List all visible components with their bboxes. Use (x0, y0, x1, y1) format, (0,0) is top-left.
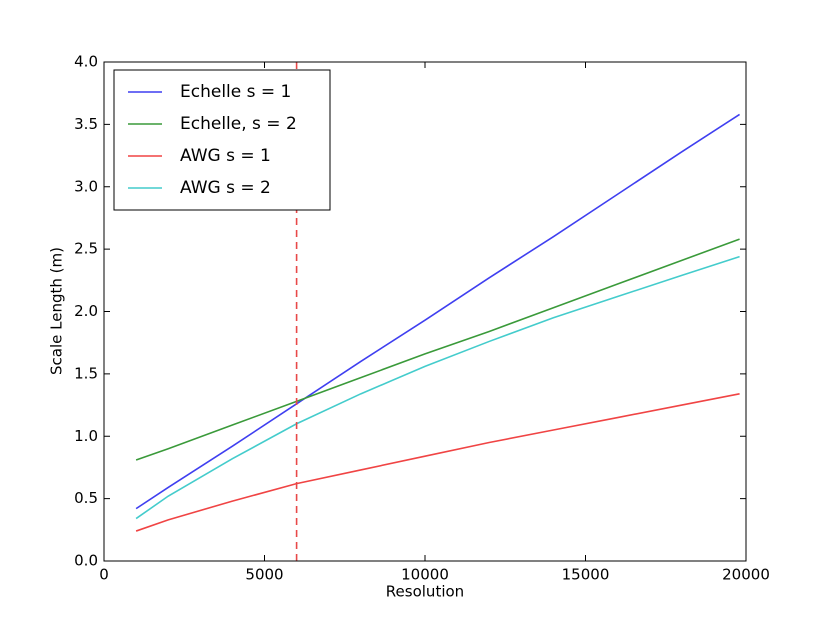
x-tick-label: 0 (99, 566, 109, 584)
x-tick-label: 20000 (722, 566, 770, 584)
y-tick-label: 0.0 (74, 552, 98, 570)
legend-label: AWG s = 1 (180, 146, 271, 166)
x-axis-label: Resolution (386, 583, 464, 601)
y-tick-label: 3.5 (74, 115, 98, 133)
y-tick-label: 3.0 (74, 177, 98, 195)
x-tick-label: 15000 (562, 566, 610, 584)
y-tick-label: 1.0 (74, 427, 98, 445)
y-tick-label: 4.0 (74, 53, 98, 71)
x-tick-label: 10000 (401, 566, 449, 584)
legend-label: Echelle, s = 2 (180, 114, 297, 134)
legend-box (113, 69, 331, 211)
series-line (135, 238, 740, 461)
y-tick-label: 0.5 (74, 489, 98, 507)
y-tick-label: 1.5 (74, 364, 98, 382)
series-line (135, 113, 741, 510)
plot-frame (103, 61, 747, 562)
y-tick-label: 2.0 (74, 302, 98, 320)
y-axis-label: Scale Length (m) (48, 247, 66, 375)
legend-label: Echelle s = 1 (180, 82, 291, 102)
legend: Echelle s = 1 Echelle, s = 2 AWG s = 1 AWG … (113, 69, 331, 211)
legend-label: AWG s = 2 (180, 178, 271, 198)
x-tick-label: 5000 (245, 566, 283, 584)
y-tick-label: 2.5 (74, 240, 98, 258)
series-line (135, 393, 740, 532)
series-line (135, 255, 740, 520)
